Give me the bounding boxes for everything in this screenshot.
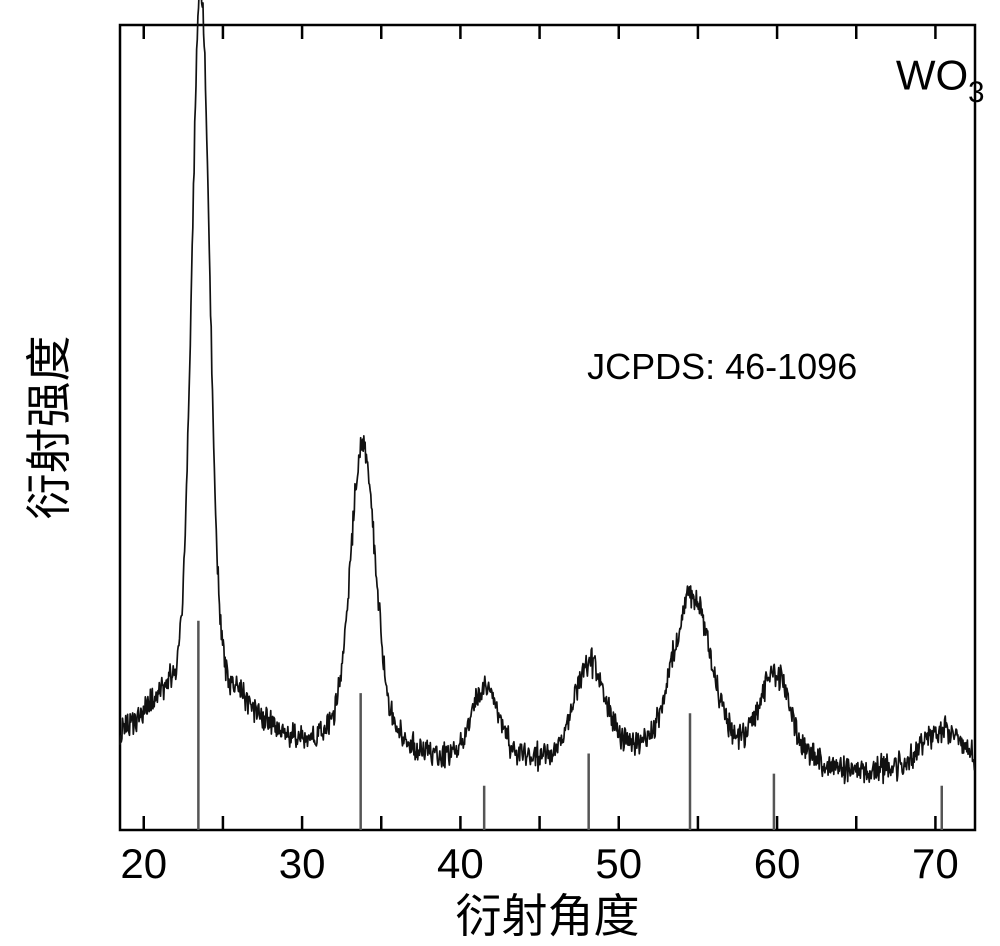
svg-text:50: 50	[595, 840, 642, 887]
svg-text:40: 40	[437, 840, 484, 887]
svg-text:衍射强度: 衍射强度	[24, 336, 75, 520]
svg-text:衍射角度: 衍射角度	[456, 891, 640, 942]
svg-text:30: 30	[279, 840, 326, 887]
chart-svg: 203040506070衍射角度衍射强度WO3JCPDS: 46-1096	[0, 0, 1000, 946]
svg-text:JCPDS: 46-1096: JCPDS: 46-1096	[587, 346, 857, 387]
svg-text:60: 60	[754, 840, 801, 887]
xrd-chart: 203040506070衍射角度衍射强度WO3JCPDS: 46-1096	[0, 0, 1000, 946]
svg-text:70: 70	[912, 840, 959, 887]
svg-text:20: 20	[120, 840, 167, 887]
